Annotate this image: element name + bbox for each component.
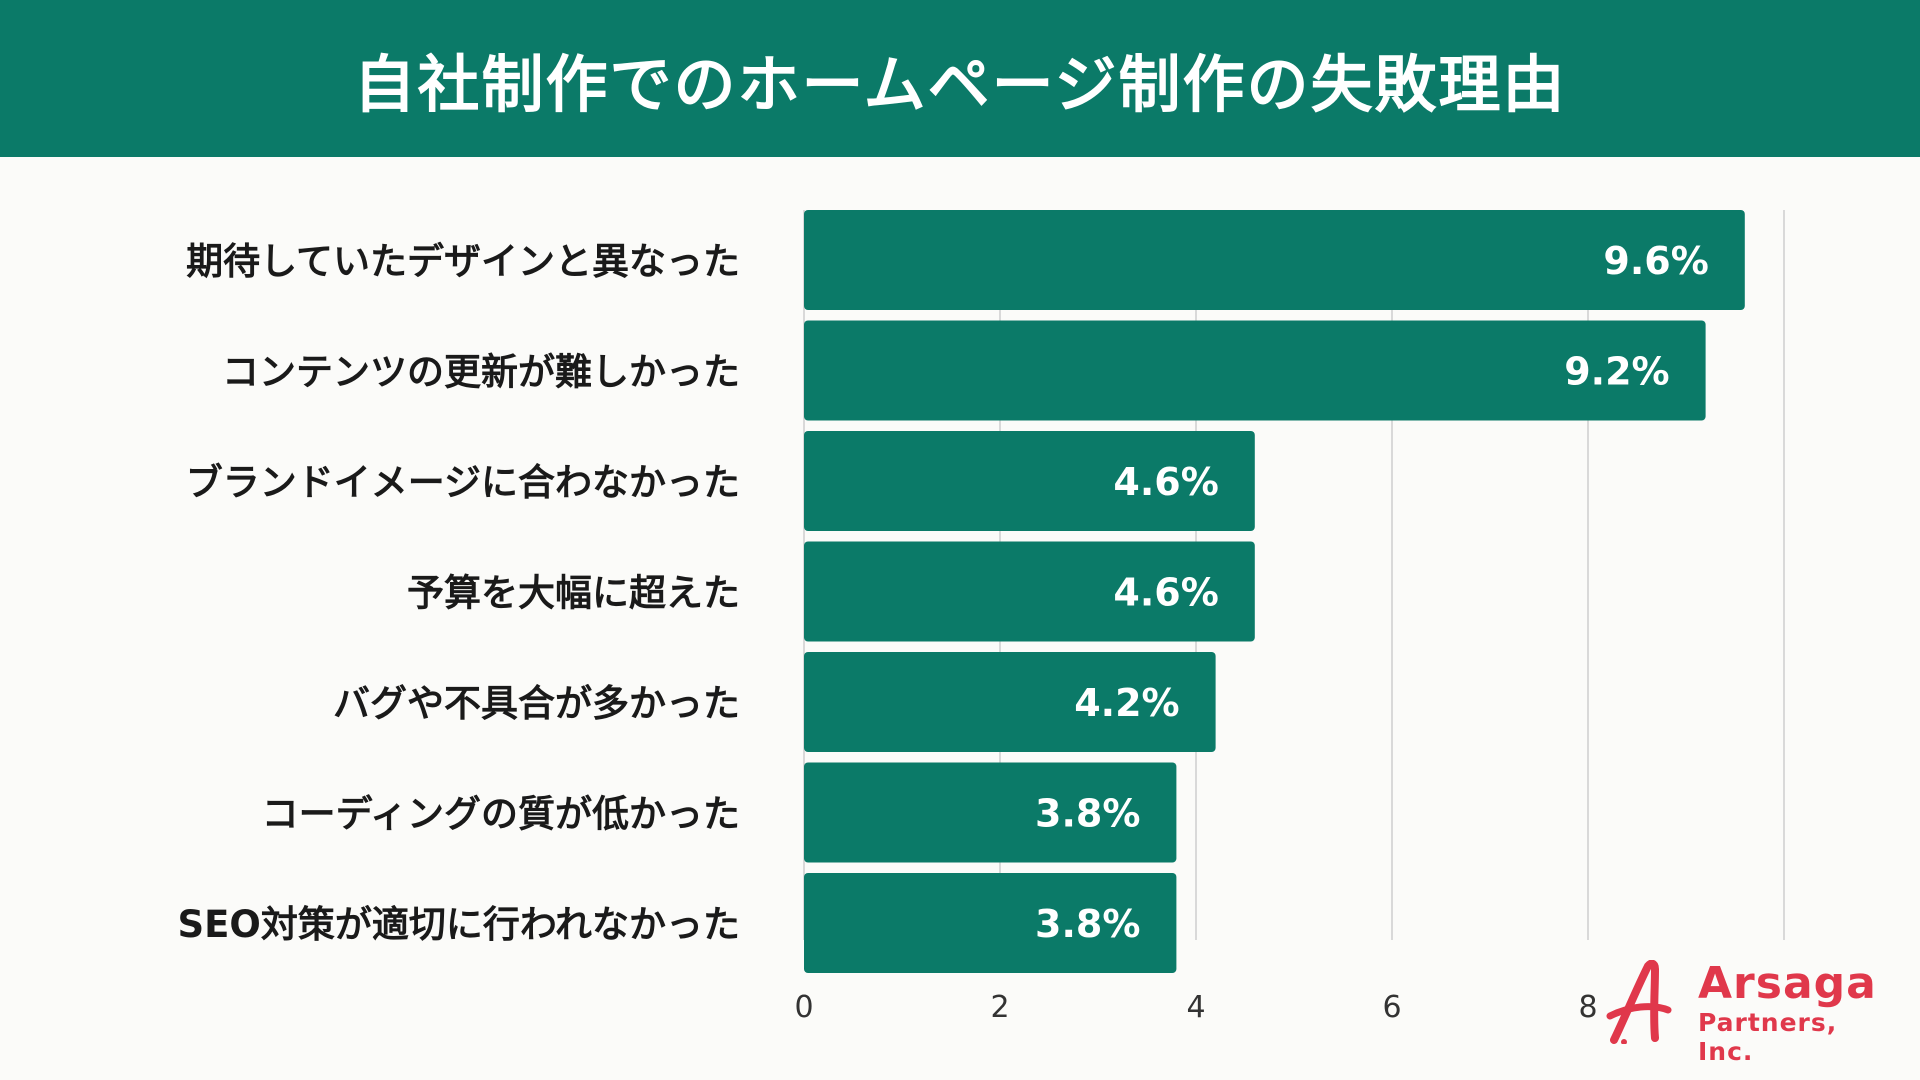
bar-value-label: 4.6% [1113, 460, 1218, 504]
bar [804, 320, 1706, 421]
bar-value-label: 3.8% [1035, 792, 1140, 836]
company-logo: Arsaga Partners, Inc. [1606, 958, 1886, 1066]
bar-value-label: 4.6% [1113, 571, 1218, 615]
bar-value-label: 9.2% [1564, 350, 1669, 394]
logo-a-icon [1606, 960, 1672, 1044]
category-labels: 期待していたデザインと異なったコンテンツの更新が難しかったブランドイメージに合わ… [177, 240, 740, 946]
bar [804, 873, 1177, 973]
category-label: 期待していたデザインと異なった [186, 240, 740, 283]
x-axis-ticks: 0 2 4 6 8 [794, 990, 1597, 1025]
bars: 9.6% 9.2% 4.6% 4.6% 4.2% 3.8% 3.8% [804, 210, 1745, 973]
bar [804, 431, 1255, 531]
bar-value-label: 3.8% [1035, 902, 1140, 946]
bar-value-label: 4.2% [1074, 681, 1179, 725]
bar-value-label: 9.6% [1603, 239, 1708, 283]
category-label: ブランドイメージに合わなかった [186, 461, 740, 504]
chart-title: 自社制作でのホームページ制作の失敗理由 [353, 47, 1567, 121]
x-tick-label: 8 [1578, 990, 1597, 1025]
logo-name: Arsaga [1698, 958, 1877, 1009]
x-tick-label: 4 [1186, 990, 1205, 1025]
x-tick-label: 6 [1382, 990, 1401, 1025]
category-label: バグや不具合が多かった [333, 682, 740, 725]
x-tick-label: 0 [794, 990, 813, 1025]
bar [804, 652, 1216, 752]
logo-subtitle: Partners, Inc. [1698, 1008, 1838, 1066]
category-label: コーディングの質が低かった [262, 793, 740, 836]
bar [804, 210, 1745, 310]
category-label: 予算を大幅に超えた [407, 572, 740, 615]
x-tick-label: 2 [990, 990, 1009, 1025]
category-label: コンテンツの更新が難しかった [222, 351, 740, 394]
bar [804, 541, 1255, 642]
bar [804, 762, 1177, 863]
category-label: SEO対策が適切に行われなかった [177, 903, 740, 946]
chart-title-banner: 自社制作でのホームページ制作の失敗理由 [0, 0, 1920, 157]
